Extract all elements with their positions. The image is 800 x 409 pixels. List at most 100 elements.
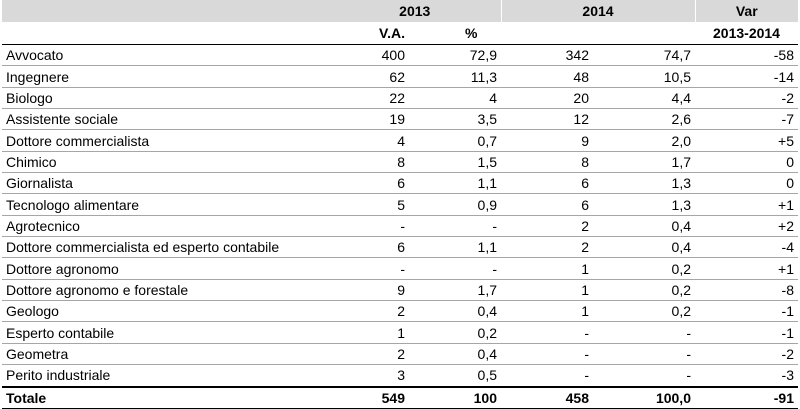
header-va-2013: V.A. — [329, 22, 409, 45]
profession-name-cell: Giornalista — [2, 172, 329, 195]
table-row: Geometra 2 0,4- - -2 — [2, 343, 798, 366]
pct-2013-cell: 0,5 — [409, 364, 501, 387]
va-2013-cell: 8 — [329, 151, 409, 174]
table-row: Geologo 2 0,4 1 0,2 -1 — [2, 300, 798, 323]
va-2013-cell: 1 — [329, 321, 409, 344]
var-2013-2014-cell: -1 — [695, 300, 798, 323]
pct-2014-cell: 0,4 — [593, 215, 695, 238]
table-row: Esperto contabile 1 0,2- - -1 — [2, 321, 798, 344]
va-2013-cell: 400 — [329, 44, 409, 67]
va-2014-cell: 1 — [501, 257, 593, 280]
total-profession-name-cell: Totale — [2, 385, 329, 409]
va-2014-cell: - — [501, 343, 593, 366]
var-2013-2014-cell: -58 — [695, 44, 798, 67]
profession-name-cell: Geometra — [2, 343, 329, 366]
profession-name-cell: Perito industriale — [2, 364, 329, 387]
pct-2013-cell: 72,9 — [409, 44, 501, 67]
var-2013-2014-cell: 0 — [695, 172, 798, 195]
va-2014-cell: 1 — [501, 279, 593, 302]
header-var-period: 2013-2014 — [695, 22, 798, 45]
var-2013-2014-cell: -1 — [695, 321, 798, 344]
va-2013-cell: - — [329, 215, 409, 238]
va-2013-cell: 19 — [329, 108, 409, 131]
var-2013-2014-cell: +2 — [695, 215, 798, 238]
pct-2014-cell: 10,5 — [593, 65, 695, 88]
va-2013-cell: 22 — [329, 87, 409, 110]
va-2014-cell: 1 — [501, 300, 593, 323]
var-2013-2014-cell: +5 — [695, 129, 798, 152]
profession-name-cell: Biologo — [2, 87, 329, 110]
va-2014-cell: 48 — [501, 65, 593, 88]
pct-2013-cell: 11,3 — [409, 65, 501, 88]
pct-2013-cell: 0,4 — [409, 343, 501, 366]
va-2013-cell: 2 — [329, 343, 409, 366]
va-2014-cell: 12 — [501, 108, 593, 131]
va-2014-cell: - — [501, 364, 593, 387]
profession-name-cell: Dottore agronomo — [2, 257, 329, 280]
table-row: Ingegnere 62 11,3 48 10,5 -14 — [2, 65, 798, 88]
table-row: Assistente sociale 19 3,5 12 2,6 -7 — [2, 108, 798, 131]
pct-2013-cell: 0,9 — [409, 193, 501, 216]
pct-2014-cell: 0,2 — [593, 257, 695, 280]
total-row: Totale 549 100 458 100,0 -91 — [2, 385, 798, 409]
pct-2014-cell: 74,7 — [593, 44, 695, 67]
pct-2014-cell: 2,0 — [593, 129, 695, 152]
pct-2014-cell: 0,4 — [593, 236, 695, 259]
profession-name-cell: Chimico — [2, 151, 329, 174]
va-2014-cell: 2 — [501, 236, 593, 259]
profession-name-cell: Dottore commercialista — [2, 129, 329, 152]
pct-2014-cell: - — [593, 321, 695, 344]
va-2013-cell: 6 — [329, 172, 409, 195]
var-2013-2014-cell: -7 — [695, 108, 798, 131]
total-pct-2013-cell: 100 — [409, 385, 501, 409]
table-row: Chimico 8 1,5 8 1,7 0 — [2, 151, 798, 174]
header-var: Var — [694, 0, 798, 22]
profession-name-cell: Tecnologo alimentare — [2, 193, 329, 216]
pct-2013-cell: 1,7 — [409, 279, 501, 302]
table-row: Dottore commercialista 4 0,7 9 2,0 +5 — [2, 129, 798, 152]
header-year-2013: 2013 — [329, 0, 501, 22]
profession-name-cell: Ingegnere — [2, 65, 329, 88]
table-row: Dottore agronomo - -1 0,2 +1 — [2, 257, 798, 280]
profession-name-cell: Dottore commercialista ed esperto contab… — [2, 236, 329, 259]
table-row: Agrotecnico - -2 0,4 +2 — [2, 215, 798, 238]
pct-2014-cell: 1,3 — [593, 172, 695, 195]
var-2013-2014-cell: -3 — [695, 364, 798, 387]
pct-2014-cell: - — [593, 343, 695, 366]
pct-2013-cell: - — [409, 215, 501, 238]
table-row: Biologo 22 4 20 4,4 -2 — [2, 87, 798, 110]
pct-2014-cell: 4,4 — [593, 87, 695, 110]
pct-2013-cell: 0,7 — [409, 129, 501, 152]
header-blank-2 — [2, 22, 329, 45]
va-2013-cell: 6 — [329, 236, 409, 259]
pct-2014-cell: - — [593, 364, 695, 387]
total-var-2013-2014-cell: -91 — [695, 385, 798, 409]
va-2013-cell: 2 — [329, 300, 409, 323]
pct-2013-cell: 3,5 — [409, 108, 501, 131]
pct-2014-cell: 1,3 — [593, 193, 695, 216]
pct-2013-cell: 0,4 — [409, 300, 501, 323]
va-2013-cell: 4 — [329, 129, 409, 152]
header-blank — [2, 0, 329, 22]
pct-2013-cell: 0,2 — [409, 321, 501, 344]
total-va-2013-cell: 549 — [329, 385, 409, 409]
va-2014-cell: 8 — [501, 151, 593, 174]
va-2014-cell: 6 — [501, 172, 593, 195]
pct-2013-cell: - — [409, 257, 501, 280]
va-2013-cell: 5 — [329, 193, 409, 216]
table-row: Dottore agronomo e forestale 9 1,7 1 0,2 -8 — [2, 279, 798, 302]
pct-2013-cell: 1,1 — [409, 172, 501, 195]
profession-name-cell: Geologo — [2, 300, 329, 323]
header-row-years: 2013 2014 Var — [2, 0, 798, 22]
va-2014-cell: 6 — [501, 193, 593, 216]
header-row-subheaders: V.A. % 2013-2014 — [2, 22, 798, 45]
pct-2013-cell: 4 — [409, 87, 501, 110]
header-blank-2014-va — [501, 22, 593, 45]
va-2013-cell: - — [329, 257, 409, 280]
table-row: Tecnologo alimentare 5 0,9 6 1,3 +1 — [2, 193, 798, 216]
var-2013-2014-cell: 0 — [695, 151, 798, 174]
var-2013-2014-cell: -4 — [695, 236, 798, 259]
var-2013-2014-cell: -14 — [695, 65, 798, 88]
va-2014-cell: - — [501, 321, 593, 344]
